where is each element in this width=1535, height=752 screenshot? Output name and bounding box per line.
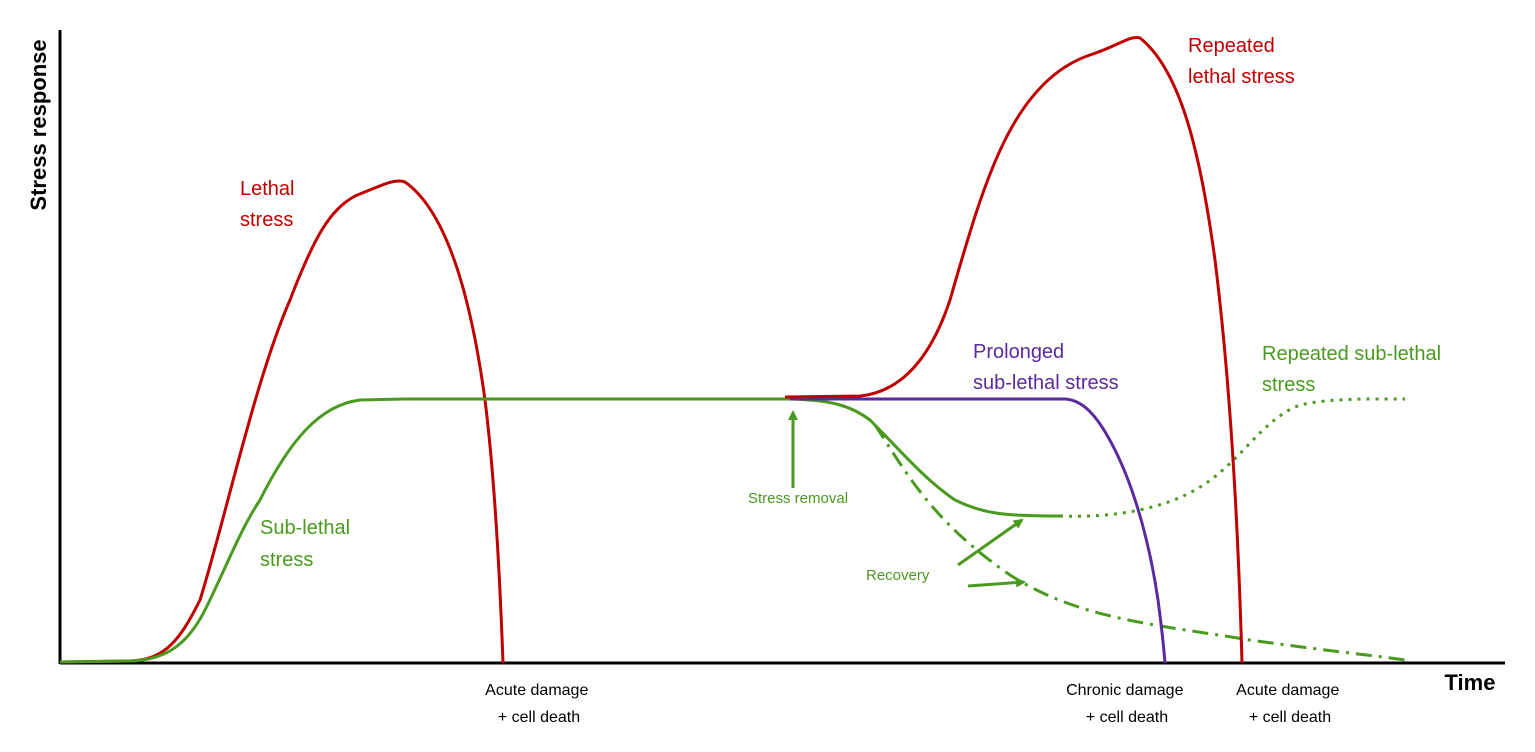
repeated-sub-lethal-label: Repeated sub-lethal stress bbox=[1262, 343, 1447, 396]
recovery-label: Recovery bbox=[866, 567, 930, 584]
recovery-arrow-upper bbox=[957, 518, 1024, 567]
repeated-lethal-curve bbox=[784, 35, 1244, 664]
sub-lethal-stress-curve bbox=[59, 397, 1061, 664]
lethal-stress-label: Lethal stress bbox=[240, 178, 300, 231]
x-axis-title: Time bbox=[1445, 670, 1496, 695]
acute-damage-label-1: Acute damage + cell death bbox=[485, 682, 593, 726]
chronic-damage-label: Chronic damage + cell death bbox=[1066, 682, 1188, 726]
acute-damage-label-2: Acute damage + cell death bbox=[1236, 682, 1344, 726]
prolonged-stress-label: Prolonged sub-lethal stress bbox=[973, 341, 1119, 394]
sub-lethal-stress-label: Sub-lethal stress bbox=[260, 517, 356, 571]
recovery-arrow-lower bbox=[967, 577, 1026, 588]
stress-removal-label: Stress removal bbox=[748, 490, 848, 507]
prolonged-sub-lethal-curve bbox=[790, 397, 1167, 664]
y-axis-title: Stress response bbox=[26, 39, 51, 210]
lethal-stress-curve bbox=[59, 179, 505, 664]
dash-dot-decline-curve bbox=[873, 424, 1406, 662]
repeated-lethal-stress-label: Repeated lethal stress bbox=[1188, 35, 1295, 88]
